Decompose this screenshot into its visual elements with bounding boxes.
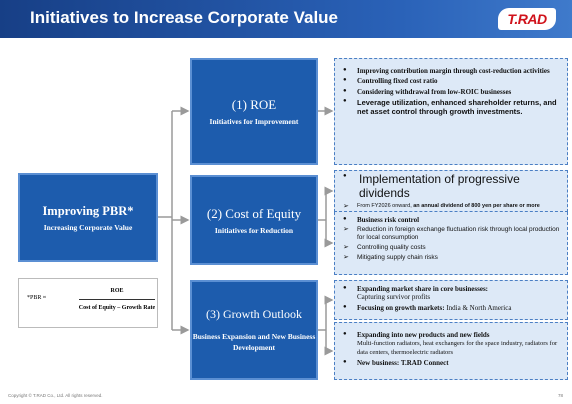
- detail-item: Expanding market share in core businesse…: [343, 285, 561, 302]
- initiative-box: (3) Growth Outlook Business Expansion an…: [190, 280, 318, 380]
- detail-item: Improving contribution margin through co…: [343, 67, 561, 75]
- note-text: From FY2026 onward,: [357, 202, 414, 209]
- initiative-title: (3) Growth Outlook: [206, 307, 302, 321]
- logo: T.RAD: [498, 8, 556, 30]
- initiative-subtitle: Business Expansion and New Business Deve…: [192, 332, 316, 352]
- copyright: Copyright © T.RAD Co., Ltd. All rights r…: [8, 393, 103, 398]
- title: Initiatives to Increase Corporate Value: [30, 8, 339, 27]
- formula-denominator: Cost of Equity – Growth Rate: [78, 305, 156, 311]
- detail-note: From FY2026 onward, an annual dividend o…: [343, 202, 561, 211]
- detail-item: Focusing on growth markets: India & Nort…: [343, 304, 561, 312]
- connector: [318, 191, 327, 243]
- detail-item: Considering withdrawal from low-ROIC bus…: [343, 88, 561, 96]
- main-title: Improving PBR*: [42, 203, 134, 218]
- item-bold: Expanding market share in core businesse…: [357, 285, 489, 293]
- initiative-box: (1) ROE Initiatives for Improvement: [190, 58, 318, 165]
- formula-numerator: ROE: [110, 288, 124, 294]
- fraction-line: [79, 299, 155, 300]
- note-bold: an annual dividend of 800 yen per share …: [413, 202, 540, 209]
- main-subtitle: Increasing Corporate Value: [43, 222, 133, 232]
- initiative-subtitle: Initiatives for Improvement: [209, 117, 299, 126]
- connector: [158, 111, 173, 330]
- detail-box: Expanding into new products and new fiel…: [334, 322, 568, 380]
- detail-heading: Implementation of progressive dividends: [343, 172, 561, 201]
- detail-item: Leverage utilization, enhanced sharehold…: [343, 98, 561, 116]
- detail-item: Reduction in foreign exchange fluctuatio…: [343, 226, 561, 242]
- detail-item: Expanding into new products and new fiel…: [343, 331, 561, 357]
- item-bold: Focusing on growth markets:: [357, 303, 445, 312]
- initiative-box: (2) Cost of Equity Initiatives for Reduc…: [190, 175, 318, 265]
- formula-label: *PBR ≈: [27, 295, 47, 301]
- initiative-subtitle: Initiatives for Reduction: [214, 225, 294, 235]
- detail-item: Controlling fixed cost ratio: [343, 77, 561, 85]
- page-number: 78: [558, 393, 564, 398]
- item-bold: Expanding into new products and new fiel…: [357, 331, 490, 339]
- header-bar: [0, 0, 572, 38]
- initiative-title: (2) Cost of Equity: [206, 205, 302, 221]
- detail-heading: Business risk control: [343, 216, 561, 224]
- detail-box: Implementation of progressive dividends …: [334, 170, 568, 212]
- item-text: Multi-function radiators, heat exchanger…: [357, 340, 558, 357]
- detail-box: Expanding market share in core businesse…: [334, 280, 568, 320]
- item-text: Capturing survivor profits: [357, 293, 431, 302]
- connector: [318, 300, 327, 351]
- initiative-title: (1) ROE: [231, 97, 277, 112]
- main-box: Improving PBR* Increasing Corporate Valu…: [18, 173, 158, 262]
- detail-item: New business: T.RAD Connect: [343, 359, 561, 367]
- detail-item: Mitigating supply chain risks: [343, 254, 561, 262]
- formula-box: ROE *PBR ≈ Cost of Equity – Growth Rate: [18, 278, 158, 328]
- detail-box: Business risk control Reduction in forei…: [334, 212, 568, 275]
- detail-item: Controlling quality costs: [343, 244, 561, 252]
- item-text: India & North America: [446, 303, 512, 312]
- detail-box: Improving contribution margin through co…: [334, 58, 568, 165]
